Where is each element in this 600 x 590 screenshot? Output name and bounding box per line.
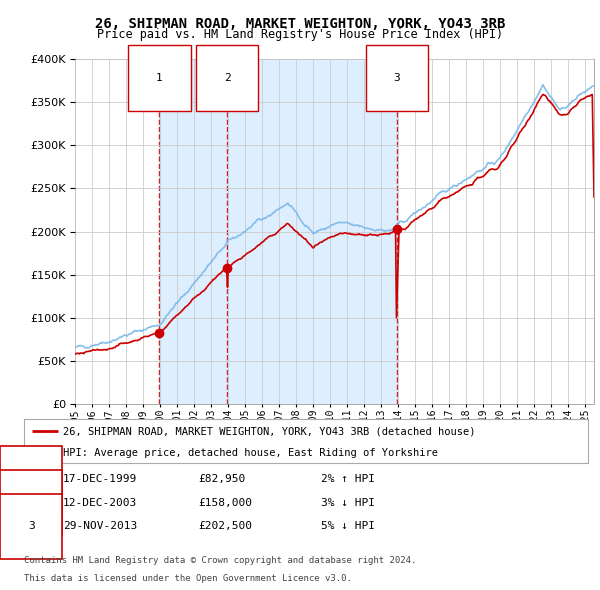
Text: 26, SHIPMAN ROAD, MARKET WEIGHTON, YORK, YO43 3RB (detached house): 26, SHIPMAN ROAD, MARKET WEIGHTON, YORK,… <box>64 427 476 436</box>
Text: 26, SHIPMAN ROAD, MARKET WEIGHTON, YORK, YO43 3RB: 26, SHIPMAN ROAD, MARKET WEIGHTON, YORK,… <box>95 17 505 31</box>
Text: 17-DEC-1999: 17-DEC-1999 <box>63 474 137 484</box>
Text: 2% ↑ HPI: 2% ↑ HPI <box>321 474 375 484</box>
Text: 2: 2 <box>224 73 230 83</box>
Text: 1: 1 <box>28 474 35 484</box>
Text: 3: 3 <box>28 522 35 531</box>
Text: Price paid vs. HM Land Registry's House Price Index (HPI): Price paid vs. HM Land Registry's House … <box>97 28 503 41</box>
Text: 5% ↓ HPI: 5% ↓ HPI <box>321 522 375 531</box>
Text: 3: 3 <box>394 73 400 83</box>
Text: HPI: Average price, detached house, East Riding of Yorkshire: HPI: Average price, detached house, East… <box>64 448 439 458</box>
Text: £202,500: £202,500 <box>198 522 252 531</box>
Text: This data is licensed under the Open Government Licence v3.0.: This data is licensed under the Open Gov… <box>24 574 352 583</box>
Text: £158,000: £158,000 <box>198 498 252 507</box>
Text: 2: 2 <box>28 498 35 507</box>
Bar <box>227 59 397 404</box>
Text: 1: 1 <box>156 73 163 83</box>
Text: £82,950: £82,950 <box>198 474 245 484</box>
Text: 29-NOV-2013: 29-NOV-2013 <box>63 522 137 531</box>
Text: 3% ↓ HPI: 3% ↓ HPI <box>321 498 375 507</box>
Bar <box>160 59 227 404</box>
Text: 12-DEC-2003: 12-DEC-2003 <box>63 498 137 507</box>
Text: Contains HM Land Registry data © Crown copyright and database right 2024.: Contains HM Land Registry data © Crown c… <box>24 556 416 565</box>
